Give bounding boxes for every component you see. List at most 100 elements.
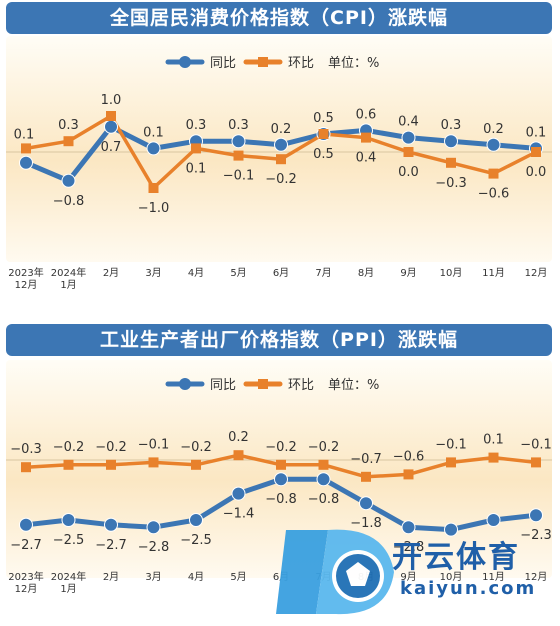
point-1-2 <box>106 459 116 470</box>
data-label-1-5: 0.2 <box>228 430 249 445</box>
svg-text:12月: 12月 <box>15 583 38 595</box>
point-0-1 <box>61 513 76 527</box>
data-label-1-4: 0.1 <box>186 161 207 176</box>
data-label-0-8: −1.8 <box>350 516 382 531</box>
svg-text:2月: 2月 <box>103 571 119 583</box>
point-0-0 <box>19 155 33 170</box>
data-label-1-7: −0.2 <box>308 440 340 455</box>
ppi-title: 工业生产者出厂价格指数（PPI）涨跌幅 <box>6 324 552 356</box>
data-label-1-4: −0.2 <box>180 440 212 455</box>
legend: 同比 环比 单位：% <box>165 56 379 71</box>
point-0-5 <box>231 134 246 149</box>
point-1-7 <box>318 129 329 139</box>
data-label-1-10: −0.1 <box>435 437 467 452</box>
legend-marker-1 <box>243 379 283 389</box>
svg-text:10月: 10月 <box>440 571 463 583</box>
point-1-11 <box>488 452 499 463</box>
legend-marker-1 <box>243 57 283 67</box>
x-tick-2: 2月 <box>103 267 119 279</box>
data-label-1-5: −0.1 <box>223 169 255 184</box>
data-label-1-11: 0.1 <box>483 433 504 448</box>
point-1-11 <box>488 168 499 179</box>
svg-text:10月: 10月 <box>440 267 463 279</box>
svg-text:3月: 3月 <box>145 571 161 583</box>
svg-text:2月: 2月 <box>103 267 119 279</box>
point-1-2 <box>106 111 116 121</box>
data-label-1-1: −0.2 <box>53 440 85 455</box>
point-0-2 <box>104 119 118 134</box>
point-0-11 <box>486 513 501 527</box>
point-1-0 <box>21 143 31 154</box>
svg-text:2023年: 2023年 <box>8 570 43 583</box>
legend-label-0: 同比 <box>210 56 236 71</box>
legend-marker-0 <box>165 56 205 68</box>
svg-text:1月: 1月 <box>60 583 76 595</box>
point-0-4 <box>189 513 203 527</box>
svg-text:5月: 5月 <box>230 267 246 279</box>
data-label-1-2: 1.0 <box>101 93 122 108</box>
data-label-0-5: −1.4 <box>223 507 255 522</box>
point-0-10 <box>444 522 458 537</box>
data-label-1-1: 0.3 <box>58 118 79 133</box>
data-label-0-7: 0.5 <box>313 111 334 126</box>
svg-text:3月: 3月 <box>145 267 161 279</box>
point-1-10 <box>446 157 456 168</box>
data-label-0-12: 0.1 <box>526 125 547 140</box>
data-label-0-9: −2.8 <box>393 540 425 555</box>
point-1-5 <box>233 150 244 161</box>
point-1-4 <box>191 459 201 470</box>
data-label-0-2: −2.7 <box>95 538 127 553</box>
legend-label-1: 环比 <box>288 378 314 393</box>
watermark-brand: 开云体育 <box>392 540 520 575</box>
point-0-5 <box>231 486 246 501</box>
data-label-0-11: 0.2 <box>483 122 504 137</box>
point-1-7 <box>318 459 329 470</box>
watermark-logo <box>276 529 394 615</box>
point-0-7 <box>316 472 331 487</box>
data-label-0-1: −0.8 <box>53 194 85 209</box>
svg-text:12月: 12月 <box>525 267 548 279</box>
x-tick-3: 3月 <box>145 267 161 279</box>
point-1-4 <box>191 143 201 154</box>
x-tick-6: 6月 <box>273 267 289 279</box>
data-label-0-12: −2.3 <box>520 528 552 543</box>
ppi-panel: 工业生产者出厂价格指数（PPI）涨跌幅 同比 环比 单位：% −2.7 −2.5 −2.7… <box>0 318 560 626</box>
data-label-1-10: −0.3 <box>435 176 467 191</box>
point-1-6 <box>276 459 286 470</box>
data-label-1-0: 0.1 <box>14 127 35 142</box>
data-label-0-10: 0.3 <box>441 118 462 133</box>
data-label-0-4: −2.5 <box>180 533 212 548</box>
svg-text:4月: 4月 <box>188 571 204 583</box>
point-0-0 <box>19 517 33 532</box>
x-tick-4: 4月 <box>188 571 204 583</box>
point-0-6 <box>274 137 288 152</box>
data-label-1-11: −0.6 <box>478 187 510 202</box>
point-0-2 <box>104 517 118 532</box>
point-1-3 <box>148 457 159 468</box>
point-1-9 <box>403 147 414 157</box>
data-label-0-8: 0.6 <box>356 107 377 122</box>
svg-text:7月: 7月 <box>315 267 331 279</box>
data-label-1-3: −1.0 <box>138 201 170 216</box>
x-tick-2: 2月 <box>103 571 119 583</box>
x-tick-11: 11月 <box>482 571 505 583</box>
point-1-10 <box>446 457 456 468</box>
svg-text:2024年: 2024年 <box>51 266 86 279</box>
data-label-0-5: 0.3 <box>228 118 249 133</box>
svg-text:8月: 8月 <box>358 267 374 279</box>
data-label-0-3: 0.1 <box>143 125 164 140</box>
x-tick-5: 5月 <box>230 267 246 279</box>
x-tick-11: 11月 <box>482 267 505 279</box>
ppi-chart: 同比 环比 单位：% −2.7 −2.5 −2.7 −2.8 −2.5 −1.4 −0.8 −0.8… <box>6 378 552 595</box>
legend-unit: 单位：% <box>328 56 379 71</box>
data-label-0-4: 0.3 <box>186 118 207 133</box>
x-tick-4: 4月 <box>188 267 204 279</box>
x-tick-12: 12月 <box>525 571 548 583</box>
legend-unit: 单位：% <box>328 378 379 393</box>
x-tick-9: 9月 <box>400 571 416 583</box>
point-0-9 <box>401 520 416 535</box>
data-label-0-6: −0.8 <box>265 492 297 507</box>
